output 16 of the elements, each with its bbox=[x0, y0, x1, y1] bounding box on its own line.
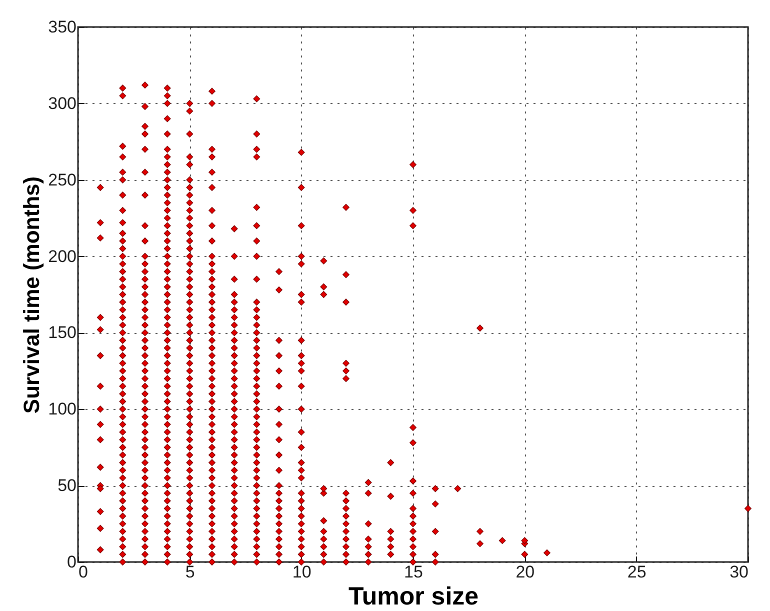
x-tick-label: 20 bbox=[516, 562, 535, 582]
x-tick-label: 0 bbox=[78, 562, 88, 582]
y-tick-label: 350 bbox=[48, 18, 76, 36]
x-tick-label: 15 bbox=[404, 562, 423, 582]
x-tick-label: 10 bbox=[292, 562, 312, 582]
y-tick-label: 300 bbox=[48, 94, 76, 113]
x-tick-label: 25 bbox=[627, 562, 646, 582]
y-tick-label: 150 bbox=[48, 323, 76, 342]
y-tick-label: 250 bbox=[48, 170, 76, 190]
x-tick-label: 30 bbox=[730, 562, 748, 582]
y-tick-label: 50 bbox=[58, 476, 76, 496]
x-tick-label: 5 bbox=[185, 562, 195, 582]
y-tick-label: 100 bbox=[48, 400, 76, 419]
y-axis-title: Survival time (months) bbox=[19, 176, 44, 414]
x-axis-title: Tumor size bbox=[348, 582, 479, 610]
y-tick-label: 200 bbox=[48, 246, 76, 266]
